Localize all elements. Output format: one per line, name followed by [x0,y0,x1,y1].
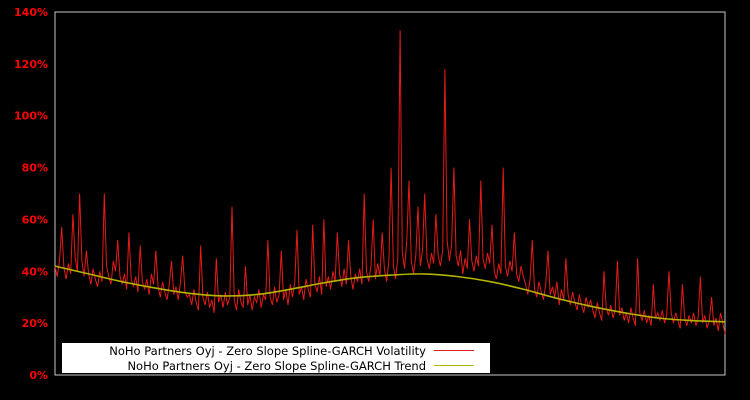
legend-line-volatility-icon [434,350,474,351]
y-axis-tick-label: 20% [22,317,48,330]
trend-series-line [54,265,726,323]
y-axis-tick-label: 40% [22,265,48,278]
y-axis-tick-label: 80% [22,162,48,175]
legend-line-trend-icon [434,365,474,366]
y-axis-tick-label: 100% [14,110,48,123]
y-axis-tick-label: 120% [14,58,48,71]
legend-label-volatility: NoHo Partners Oyj - Zero Slope Spline-GA… [109,343,426,358]
volatility-series-line [54,30,726,334]
y-axis-tick-label: 0% [29,369,48,382]
y-axis-tick-label: 140% [14,6,48,19]
legend: NoHo Partners Oyj - Zero Slope Spline-GA… [62,343,490,373]
legend-label-trend: NoHo Partners Oyj - Zero Slope Spline-GA… [127,358,426,373]
y-axis-tick-label: 60% [22,213,48,226]
